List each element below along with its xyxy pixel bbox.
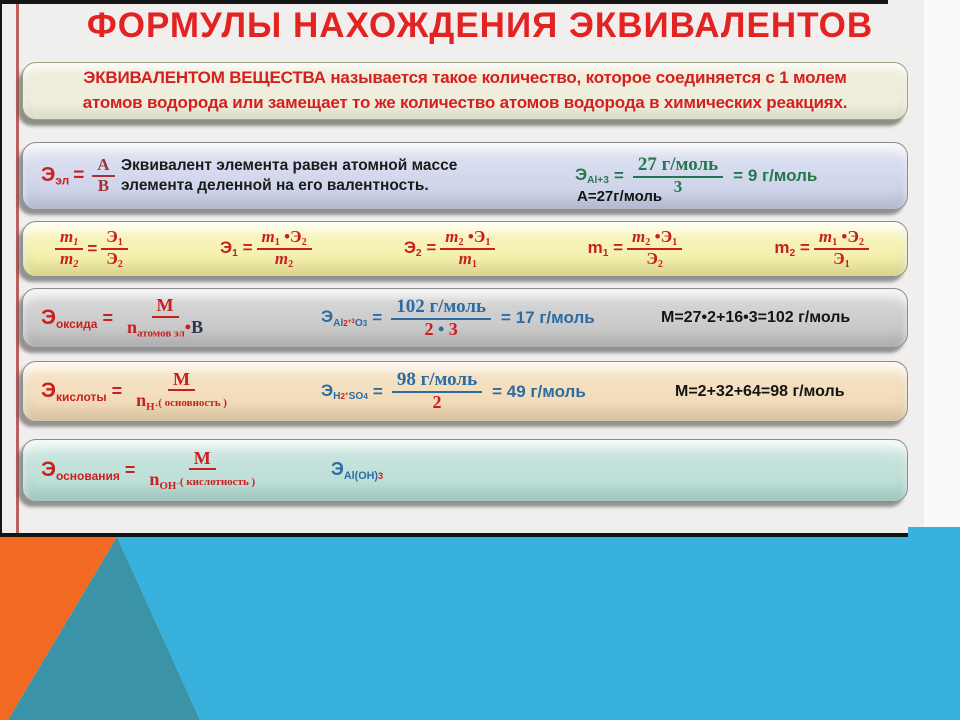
- acid-example: ЭH2+SO4 = 98 г/моль 2 = 49 г/моль: [321, 369, 586, 413]
- base-formula: Эоснования = М nОН−( кислотность ): [41, 447, 256, 492]
- blue-shape: [117, 527, 960, 720]
- base-example: ЭAl(OH)3: [331, 459, 384, 482]
- equivalent1-formula: Э1 = m1 •Э2 m2: [220, 227, 316, 271]
- bottom-border: [0, 533, 908, 537]
- element-equivalent-box: Ээл = А В Эквивалент элемента равен атом…: [22, 142, 908, 210]
- left-border: [0, 0, 2, 537]
- acid-molar-mass-note: М=2+32+64=98 г/моль: [675, 382, 845, 400]
- oxide-molar-mass-note: М=27•2+16•3=102 г/моль: [661, 309, 851, 326]
- mass1-formula: m1 = m2 •Э1 Э2: [588, 227, 687, 271]
- equivalent2-formula: Э2 = m2 •Э1 m1: [404, 227, 500, 271]
- acid-box: Экислоты = М nН+( основность ) ЭH2+SO4 =…: [22, 361, 908, 422]
- base-box: Эоснования = М nОН−( кислотность ) ЭAl(O…: [22, 439, 908, 502]
- element-formula: Ээл = А В: [41, 143, 119, 209]
- definition-line2: атомов водорода или замещает то же колич…: [82, 93, 848, 112]
- mass2-formula: m2 = m1 •Э2 Э1: [774, 227, 873, 271]
- acid-formula: Экислоты = М nН+( основность ): [41, 368, 227, 413]
- decorative-shapes: [0, 527, 960, 720]
- element-note: А=27г/моль: [577, 188, 663, 205]
- right-margin-strip: [924, 0, 960, 534]
- element-example: ЭAl+3 = 27 г/моль 3 = 9 г/моль А=27г/моль: [575, 154, 818, 205]
- oxide-example: ЭAl2+3O3 = 102 г/моль 2 • 3 = 17 г/моль: [321, 295, 595, 339]
- mass-proportion-box: m1 m2 = Э1 Э2 Э1 = m1 •Э2 m2 Э2 = m2 •Э1 m1 m1 =…: [22, 221, 908, 277]
- definition-box: ЭКВИВАЛЕНТОМ ВЕЩЕСТВА называется такое к…: [22, 62, 908, 120]
- proportion-formula: m1 m2 = Э1 Э2: [51, 227, 132, 271]
- definition-line1: ЭКВИВАЛЕНТОМ ВЕЩЕСТВА называется такое к…: [83, 68, 847, 88]
- page-title: ФОРМУЛЫ НАХОЖДЕНИЯ ЭКВИВАЛЕНТОВ: [86, 6, 874, 45]
- red-accent-line: [16, 4, 19, 534]
- element-description: Эквивалент элемента равен атомной массе …: [121, 156, 458, 194]
- oxide-box: Эоксида = М nатомов эл•В ЭAl2+3O3 = 102 …: [22, 288, 908, 348]
- oxide-formula: Эоксида = М nатомов эл•В: [41, 295, 204, 340]
- top-border: [0, 0, 888, 4]
